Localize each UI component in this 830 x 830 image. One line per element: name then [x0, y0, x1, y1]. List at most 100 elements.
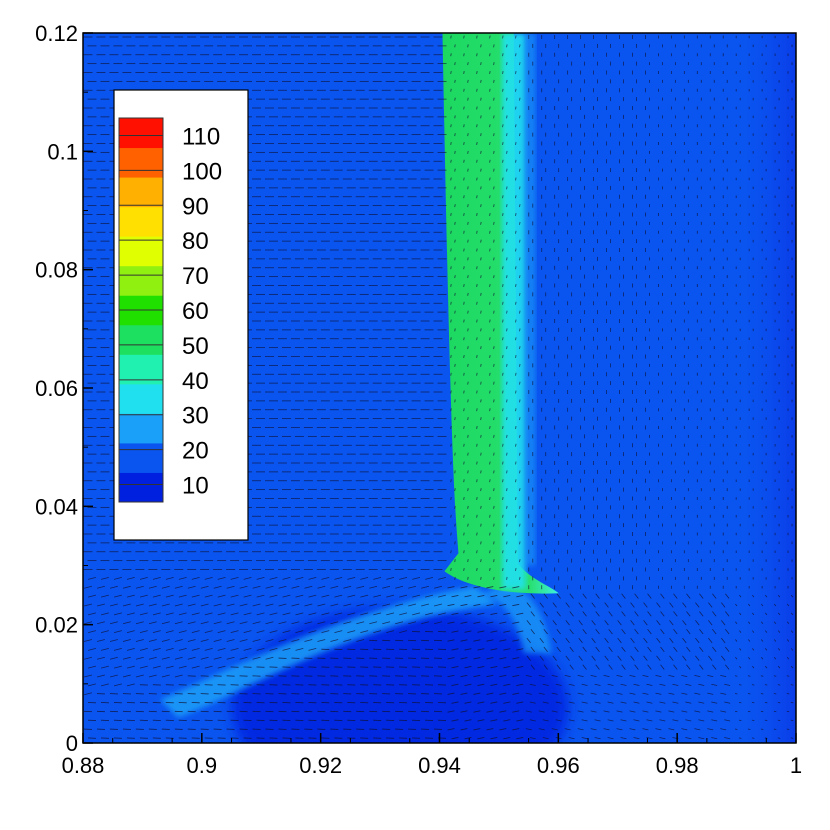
velocity-vector — [88, 594, 96, 598]
velocity-vector — [720, 728, 727, 731]
velocity-vector — [512, 639, 520, 642]
velocity-vector — [489, 443, 491, 447]
velocity-vector — [590, 710, 597, 713]
velocity-vector — [454, 310, 456, 314]
velocity-vector — [725, 646, 730, 652]
velocity-vector — [187, 639, 196, 642]
velocity-vector — [200, 585, 209, 589]
velocity-vector — [467, 257, 469, 261]
velocity-vector — [382, 585, 391, 589]
velocity-vector — [139, 576, 148, 580]
velocity-vector — [454, 257, 456, 261]
velocity-vector — [356, 639, 365, 642]
velocity-vector — [109, 639, 118, 642]
velocity-vector — [463, 408, 465, 412]
velocity-vector — [408, 603, 417, 607]
velocity-vector — [499, 728, 507, 731]
velocity-vector — [463, 496, 465, 501]
velocity-vector — [646, 701, 653, 704]
velocity-vector — [634, 611, 639, 617]
velocity-vector — [308, 647, 317, 651]
velocity-vector — [516, 666, 524, 669]
velocity-vector — [476, 283, 478, 288]
velocity-vector — [480, 523, 482, 527]
velocity-vector — [256, 576, 265, 580]
velocity-vector — [489, 266, 491, 270]
velocity-vector — [502, 550, 504, 554]
velocity-vector — [161, 674, 170, 678]
velocity-vector — [450, 443, 452, 447]
velocity-vector — [724, 683, 731, 686]
velocity-vector — [621, 629, 626, 635]
velocity-vector — [343, 639, 352, 642]
velocity-vector — [486, 674, 494, 678]
velocity-vector — [506, 239, 508, 243]
velocity-vector — [191, 576, 200, 580]
velocity-vector — [490, 595, 498, 598]
velocity-vector — [493, 576, 495, 580]
velocity-vector — [347, 630, 356, 634]
velocity-vector — [480, 221, 482, 225]
velocity-vector — [499, 674, 507, 678]
velocity-vector — [239, 603, 248, 607]
velocity-vector — [493, 221, 495, 225]
velocity-vector — [480, 257, 482, 261]
velocity-vector — [519, 168, 521, 172]
colorbar-labels: 110 100 90 80 70 60 50 40 30 20 10 — [182, 123, 222, 499]
velocity-vector — [467, 488, 469, 492]
velocity-vector — [450, 248, 452, 252]
velocity-vector — [515, 283, 517, 288]
velocity-vector — [620, 683, 627, 686]
velocity-vector — [84, 603, 92, 607]
velocity-vector — [464, 719, 472, 722]
velocity-vector — [594, 701, 601, 704]
velocity-vector — [447, 728, 455, 731]
velocity-vector — [489, 283, 491, 288]
velocity-vector — [282, 594, 291, 598]
velocity-vector — [421, 585, 430, 589]
velocity-vector — [515, 88, 517, 92]
velocity-vector — [467, 62, 469, 66]
velocity-vector — [321, 594, 330, 598]
velocity-vector — [450, 301, 452, 305]
velocity-vector — [187, 656, 196, 660]
velocity-vector — [480, 204, 482, 208]
colorbar-swatch — [119, 265, 163, 296]
velocity-vector — [519, 576, 521, 580]
velocity-vector — [476, 35, 478, 39]
velocity-vector — [643, 620, 648, 626]
velocity-vector — [551, 728, 558, 731]
velocity-vector — [582, 629, 587, 635]
velocity-vector — [463, 283, 465, 288]
velocity-vector — [467, 239, 469, 243]
velocity-vector — [604, 637, 609, 644]
velocity-vector — [699, 593, 704, 599]
velocity-vector — [502, 53, 504, 57]
velocity-vector — [695, 620, 700, 626]
velocity-vector — [360, 576, 369, 580]
velocity-vector — [489, 496, 491, 501]
velocity-vector — [480, 62, 482, 66]
velocity-vector — [480, 363, 482, 367]
velocity-vector — [786, 603, 790, 607]
velocity-vector — [516, 719, 524, 722]
velocity-vector — [777, 648, 781, 651]
velocity-vector — [421, 603, 430, 607]
velocity-vector — [204, 647, 213, 651]
velocity-vector — [493, 97, 495, 101]
velocity-vector — [480, 168, 482, 172]
velocity-vector — [412, 576, 421, 580]
velocity-vector — [603, 692, 610, 695]
velocity-vector — [512, 692, 520, 695]
velocity-vector — [489, 88, 491, 92]
velocity-vector — [512, 603, 520, 607]
velocity-vector — [582, 646, 587, 652]
velocity-vector — [476, 372, 478, 376]
velocity-vector — [477, 701, 485, 704]
velocity-vector — [454, 186, 456, 190]
velocity-vector — [604, 655, 609, 661]
velocity-vector — [454, 115, 456, 119]
velocity-vector — [493, 204, 495, 208]
velocity-vector — [476, 141, 478, 146]
velocity-vector — [519, 488, 521, 492]
